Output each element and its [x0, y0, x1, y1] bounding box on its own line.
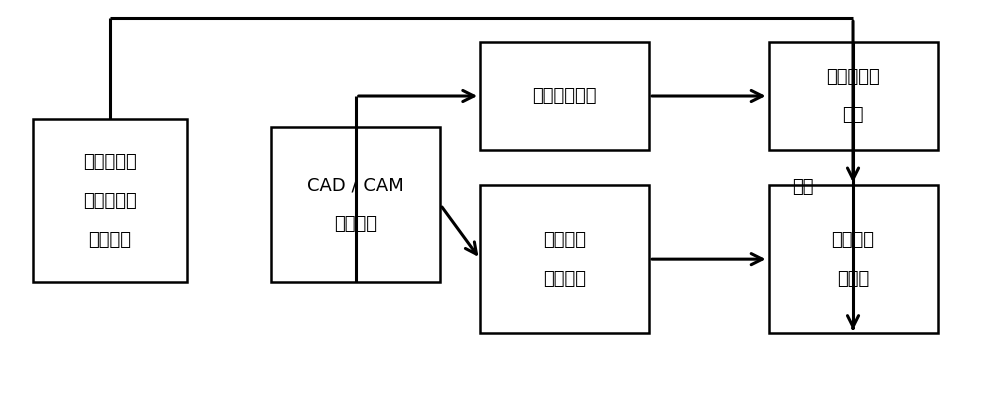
- Bar: [769, 42, 938, 151]
- Text: 辅助系统: 辅助系统: [334, 215, 377, 233]
- Text: 修复体: 修复体: [837, 269, 869, 288]
- Text: 组合: 组合: [793, 178, 814, 196]
- Bar: [769, 185, 938, 333]
- Text: 计算机辅助: 计算机辅助: [83, 192, 137, 210]
- Text: 选择性激: 选择性激: [543, 231, 586, 249]
- Text: 冠桥: 冠桥: [842, 106, 864, 125]
- Text: 光学扫描和: 光学扫描和: [83, 153, 137, 171]
- Text: 设计系统: 设计系统: [88, 231, 131, 249]
- Bar: [480, 185, 649, 333]
- Text: 光熔覆机: 光熔覆机: [543, 269, 586, 288]
- Bar: [480, 42, 649, 151]
- Bar: [33, 119, 187, 282]
- Text: CAD / CAM: CAD / CAM: [307, 177, 404, 194]
- Bar: [271, 127, 440, 282]
- Text: 金属口腔: 金属口腔: [832, 231, 875, 249]
- Text: 陶瓷或塑料: 陶瓷或塑料: [826, 68, 880, 85]
- Text: 数控切削机床: 数控切削机床: [532, 87, 597, 105]
